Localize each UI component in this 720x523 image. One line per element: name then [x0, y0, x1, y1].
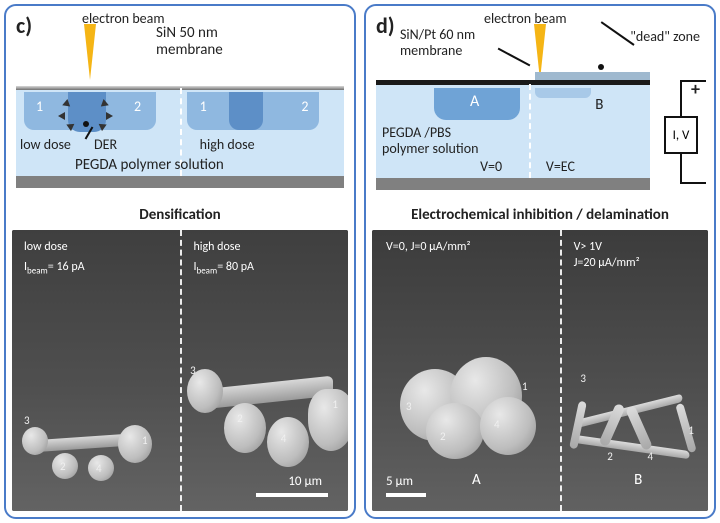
- d-B-n4: 4: [648, 450, 654, 463]
- d-B-n1: 1: [688, 424, 694, 437]
- scalebar-d: [386, 493, 426, 497]
- region-B: B: [595, 96, 603, 114]
- ebeam-icon: [84, 24, 96, 80]
- scalebar-label-c: 10 μm: [288, 474, 322, 489]
- d-A-n4: 4: [494, 418, 500, 431]
- scalebar-c: [256, 493, 328, 497]
- sem-d: V=0, J=0 μA/mm² V> 1V J=20 μA/mm² 1 2 3 …: [372, 230, 708, 511]
- solution-label-c: PEGDA polymer solution: [75, 156, 224, 174]
- cross-section: 1 2 1 2 low dose DER high dose PEGDA pol…: [16, 78, 344, 188]
- d-A-label: A: [472, 471, 481, 489]
- membrane-d-l1: SiN/Pt 60 nm: [400, 26, 475, 43]
- membrane-d-l2: membrane: [400, 42, 462, 59]
- ibeam-left-val: = 16 pA: [48, 260, 85, 274]
- cross-section-d: A B PEGDA /PBS polymer solution V=0 V=EC: [376, 72, 650, 190]
- membrane-label-line1: SiN 50 nm: [156, 24, 218, 42]
- caption-d: Electrochemical inhibition / delaminatio…: [366, 202, 714, 230]
- d-A-n3: 3: [406, 400, 412, 413]
- c-right-n2: 2: [237, 412, 243, 425]
- d-right-cond-l2: J=20 μA/mm²: [574, 256, 640, 270]
- low-dose-label: low dose: [20, 136, 71, 153]
- v0-label: V=0: [480, 158, 502, 175]
- c-right-n3: 3: [190, 364, 196, 377]
- panel-d: d) electron beam SiN/Pt 60 nm membrane "…: [364, 4, 716, 519]
- panel-letter-d: d): [376, 12, 395, 39]
- scalebar-label-d: 5 μm: [386, 474, 413, 489]
- region-2-left: 2: [134, 98, 141, 115]
- sem-c: low dose Ibeam= 16 pA high dose Ibeam= 8…: [12, 230, 348, 511]
- ibeam-right-val: = 80 pA: [217, 260, 254, 274]
- ibeam-right-sub: beam: [196, 265, 217, 276]
- region-1-right: 1: [200, 98, 207, 115]
- sol-d-l2: polymer solution: [382, 140, 478, 157]
- dead-zone-label: "dead" zone: [630, 28, 700, 45]
- c-left-n4: 4: [96, 462, 102, 475]
- d-B-label: B: [634, 471, 642, 489]
- c-right-n4: 4: [281, 432, 287, 445]
- ibeam-left-sub: beam: [27, 265, 48, 276]
- d-right-cond-l1: V> 1V: [574, 240, 602, 254]
- der-label: DER: [94, 136, 117, 153]
- region-1-left: 1: [36, 98, 43, 115]
- low-dose-sem: low dose: [24, 240, 68, 254]
- d-A-n1: 1: [522, 380, 528, 393]
- region-A: A: [470, 92, 479, 111]
- sol-d-l1: PEGDA /PBS: [382, 124, 451, 141]
- membrane-label-line2: membrane: [156, 41, 223, 59]
- schematic-divider-d: [529, 84, 531, 178]
- beam-label-d: electron beam: [484, 10, 567, 27]
- high-dose-sem: high dose: [193, 240, 240, 254]
- schematic-d: electron beam SiN/Pt 60 nm membrane "dea…: [366, 6, 714, 202]
- high-dose-label-sch: high dose: [200, 136, 255, 153]
- sem-divider-c: [180, 230, 182, 511]
- sem-divider-d: [560, 230, 562, 511]
- region-2-right: 2: [301, 98, 308, 115]
- schematic-c: electron beam SiN 50 nm membrane 1 2: [6, 6, 354, 202]
- circuit: + I, V: [652, 72, 704, 190]
- iv-box: I, V: [664, 116, 698, 154]
- c-left-n3: 3: [24, 414, 30, 427]
- c-left-n1: 1: [142, 434, 148, 447]
- d-A-n2: 2: [440, 430, 446, 443]
- panel-c: c) electron beam SiN 50 nm membrane 1 2: [4, 4, 356, 519]
- d-B-n3: 3: [580, 372, 586, 385]
- caption-c: Densification: [6, 202, 354, 230]
- d-left-cond: V=0, J=0 μA/mm²: [386, 240, 471, 254]
- c-right-n1: 1: [332, 398, 338, 411]
- panel-letter-c: c): [16, 12, 32, 39]
- vec-label: V=EC: [546, 158, 575, 175]
- d-B-n2: 2: [607, 450, 613, 463]
- c-left-n2: 2: [60, 460, 66, 473]
